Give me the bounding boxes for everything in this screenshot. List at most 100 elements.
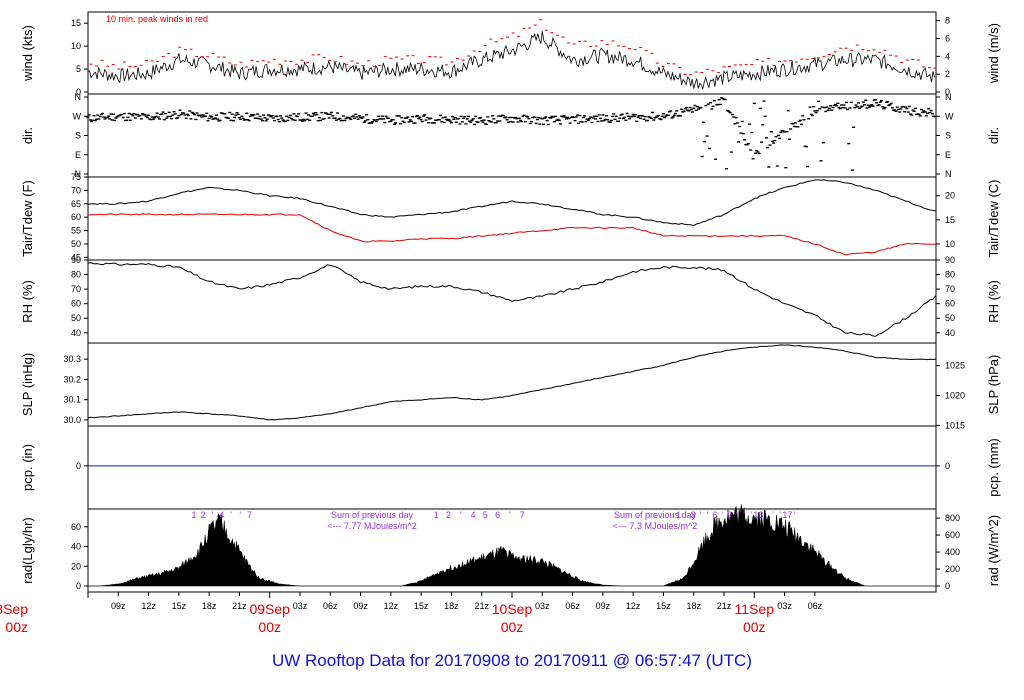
panel-frame-0 bbox=[87, 11, 937, 95]
y-tick-label-left: 30.0 bbox=[63, 415, 81, 425]
x-tick-label: 21z bbox=[717, 601, 732, 611]
y-tick-label-left: N bbox=[75, 169, 82, 179]
y-tick-label-right: 1015 bbox=[945, 420, 965, 430]
x-tick-label: 12z bbox=[384, 601, 399, 611]
radiation-sum-annotation-line1: Sum of previous day bbox=[614, 510, 697, 520]
radiation-hour-label: ' bbox=[509, 510, 511, 520]
y-tick-label-left: 50 bbox=[71, 239, 81, 249]
radiation-hour-label: 6 bbox=[712, 510, 717, 520]
y-tick-label-right: 1020 bbox=[945, 391, 965, 401]
air-temperature-line bbox=[87, 179, 937, 227]
x-tick-label: 03z bbox=[777, 601, 792, 611]
radiation-hour-label: 6 bbox=[495, 510, 500, 520]
x-day-date-label: 08Sep bbox=[0, 601, 28, 617]
radiation-hour-label: ' bbox=[772, 510, 774, 520]
y-tick-label-right: W bbox=[945, 111, 954, 121]
y-tick-label-right: 0 bbox=[945, 461, 950, 471]
y-tick-label-right: 2 bbox=[945, 69, 950, 79]
x-tick-label: 12z bbox=[141, 601, 156, 611]
radiation-sum-annotation-line2: <--- 7.77 MJoules/m^2 bbox=[327, 521, 417, 531]
y-tick-label-right: 15 bbox=[945, 215, 955, 225]
y-tick-label-right: 400 bbox=[945, 547, 960, 557]
relative-humidity-line bbox=[87, 262, 937, 337]
y-tick-label-left: 60 bbox=[71, 299, 81, 309]
radiation-hour-label: 13 bbox=[753, 510, 763, 520]
radiation-hour-label: ' bbox=[750, 510, 752, 520]
x-axis: 09z 12z 15z 18z 21z 03z 06z 09z 12z 15z 18z 21z 03z 0… bbox=[0, 592, 823, 635]
y-axis-label-left: rad(Lgly/hr) bbox=[20, 517, 35, 583]
y-tick-label-right: 6 bbox=[945, 33, 950, 43]
y-axis-label-left: pcp. (in) bbox=[20, 444, 35, 491]
y-tick-label-left: 10 bbox=[71, 41, 81, 51]
y-tick-label-right: 200 bbox=[945, 564, 960, 574]
y-tick-label-right: 8 bbox=[945, 16, 950, 26]
radiation-hour-label: ' bbox=[794, 510, 796, 520]
x-day-date-label: 11Sep bbox=[735, 601, 775, 617]
x-tick-label: 15z bbox=[414, 601, 429, 611]
radiation-hour-label: ' bbox=[685, 510, 687, 520]
radiation-hour-label: 3 bbox=[691, 510, 696, 520]
x-tick-label: 06z bbox=[565, 601, 580, 611]
radiation-hour-label: ' bbox=[212, 510, 214, 520]
wind-annotation: 10 min. peak winds in red bbox=[106, 14, 208, 24]
y-axis-label-left: wind (kts) bbox=[20, 25, 35, 82]
y-tick-label-left: 70 bbox=[71, 185, 81, 195]
y-tick-label-left: 80 bbox=[71, 270, 81, 280]
y-tick-label-right: 70 bbox=[945, 284, 955, 294]
radiation-hour-label: 7 bbox=[247, 510, 252, 520]
x-day-time-label: 00z bbox=[501, 619, 524, 635]
y-tick-label-left: 60 bbox=[71, 522, 81, 532]
radiation-hour-label: ' bbox=[239, 510, 241, 520]
x-tick-label: 03z bbox=[535, 601, 550, 611]
y-axis-label-left: RH (%) bbox=[20, 280, 35, 323]
radiation-hour-label: ' bbox=[460, 510, 462, 520]
radiation-hour-label: 4 bbox=[471, 510, 476, 520]
x-tick-label: 09z bbox=[353, 601, 368, 611]
y-tick-label-right: 60 bbox=[945, 299, 955, 309]
radiation-hour-label: ' bbox=[736, 510, 738, 520]
x-tick-label: 09z bbox=[596, 601, 611, 611]
radiation-hour-label: 2 bbox=[201, 510, 206, 520]
x-tick-label: 15z bbox=[656, 601, 671, 611]
radiation-hour-label: 2 bbox=[446, 510, 451, 520]
y-tick-label-right: 10 bbox=[945, 239, 955, 249]
radiation-hour-label: ' bbox=[721, 510, 723, 520]
x-tick-label: 09z bbox=[111, 601, 126, 611]
y-tick-label-right: 4 bbox=[945, 51, 950, 61]
y-tick-label-left: 75 bbox=[71, 172, 81, 182]
x-tick-label: 21z bbox=[474, 601, 489, 611]
y-axis-label-right: Tair/Tdew (C) bbox=[986, 179, 1001, 257]
radiation-hour-label: 1 bbox=[676, 510, 681, 520]
y-tick-label-right: 800 bbox=[945, 513, 960, 523]
y-tick-label-left: 45 bbox=[71, 252, 81, 262]
y-tick-label-right: 50 bbox=[945, 313, 955, 323]
x-tick-label: 12z bbox=[626, 601, 641, 611]
y-tick-label-right: 0 bbox=[945, 87, 950, 97]
y-tick-label-left: 30.3 bbox=[63, 354, 81, 364]
y-tick-label-right: N bbox=[945, 92, 952, 102]
y-tick-label-left: 40 bbox=[71, 328, 81, 338]
x-day-time-label: 00z bbox=[743, 619, 766, 635]
y-tick-label-left: 15 bbox=[71, 18, 81, 28]
y-axis-label-right: rad (W/m^2) bbox=[986, 515, 1001, 586]
x-tick-label: 06z bbox=[808, 601, 823, 611]
y-tick-label-left: 40 bbox=[71, 542, 81, 552]
y-tick-label-right: 0 bbox=[945, 581, 950, 591]
y-tick-label-right: 90 bbox=[945, 255, 955, 265]
y-tick-label-left: E bbox=[75, 150, 81, 160]
x-day-time-label: 00z bbox=[5, 619, 28, 635]
y-axis-label-left: Tair/Tdew (F) bbox=[20, 180, 35, 257]
radiation-hour-label: 1 bbox=[434, 510, 439, 520]
y-tick-label-left: 20 bbox=[71, 561, 81, 571]
y-tick-label-left: N bbox=[75, 92, 82, 102]
radiation-sum-annotation-line1: Sum of previous day bbox=[331, 510, 414, 520]
radiation-hour-label: 17 bbox=[782, 510, 792, 520]
radiation-hour-label: 9 bbox=[727, 510, 732, 520]
radiation-hour-label: 1 bbox=[191, 510, 196, 520]
y-axis-label-left: SLP (inHg) bbox=[20, 353, 35, 416]
x-tick-label: 18z bbox=[686, 601, 701, 611]
y-tick-label-left: 90 bbox=[71, 255, 81, 265]
y-axis-label-right: pcp. (mm) bbox=[986, 438, 1001, 497]
